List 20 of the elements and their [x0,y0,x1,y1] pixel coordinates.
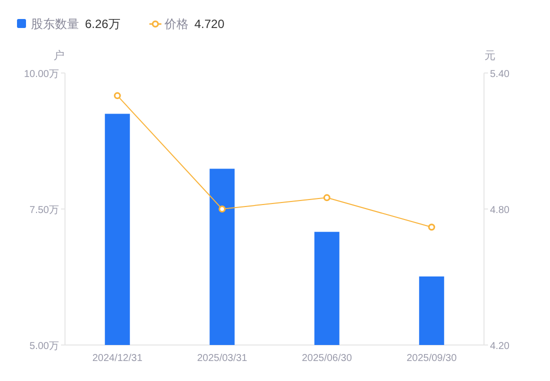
y2-tick-label: 5.40 [490,69,510,80]
point [218,206,226,212]
y2-axis-title: 元 [484,50,496,62]
text: 6.26万 [85,17,120,31]
legend-label: 股东数量 [31,17,79,31]
y-axis-title: 户 [54,49,64,62]
x-tick-label: 2025/03/31 [197,353,248,364]
y-tick-label: 5.00万 [30,341,59,352]
x-tick-label: 2025/09/30 [406,353,458,364]
point [323,194,330,202]
x-tick-label: 2025/06/30 [302,353,352,364]
y-tick-label: 7.50万 [30,205,59,216]
point [114,92,121,100]
text: 4.720 [194,17,225,31]
legend-label: 价格 [163,17,188,31]
y2-tick-label: 4.20 [490,341,510,352]
y2-tick-label: 4.80 [490,205,510,216]
point [428,224,436,231]
y-tick-label: 10.00万 [24,69,59,80]
x-tick-label: 2024/12/31 [92,353,143,364]
